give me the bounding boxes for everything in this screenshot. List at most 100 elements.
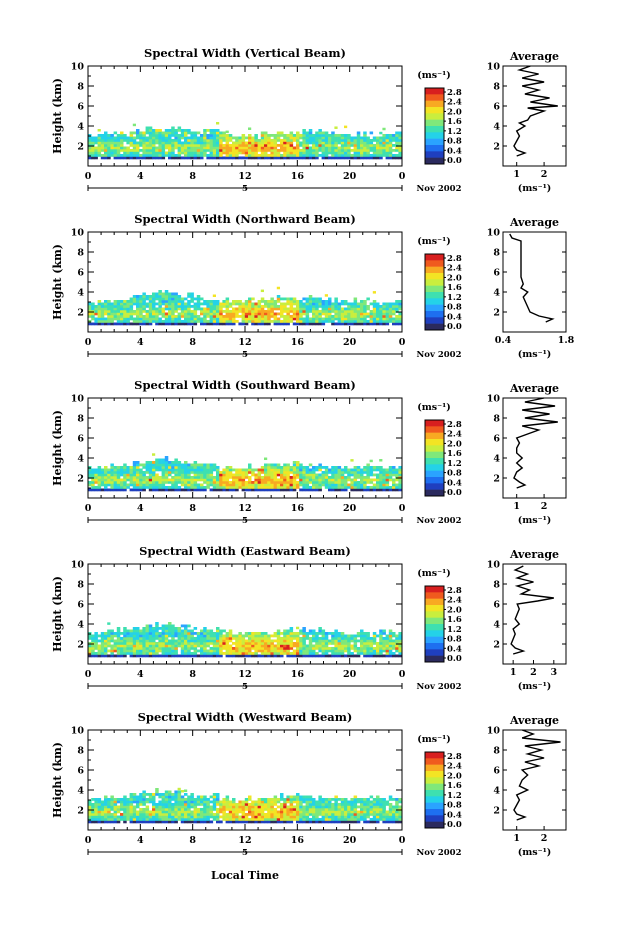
heatmap-cell <box>148 795 153 799</box>
heatmap-cell <box>177 488 182 492</box>
heatmap-cell <box>132 151 137 155</box>
heatmap-cell <box>296 473 300 477</box>
heatmap-cell <box>382 322 386 326</box>
heatmap-cell <box>289 297 294 301</box>
heatmap-cell <box>206 149 210 152</box>
heatmap-cell <box>142 151 146 155</box>
heatmap-cell <box>113 144 118 147</box>
heatmap-cell <box>222 151 226 155</box>
heatmap-cell <box>168 639 172 643</box>
heatmap-cell <box>260 483 265 487</box>
average-profile-line <box>510 565 554 655</box>
heatmap-cell <box>110 478 114 482</box>
heatmap-cell <box>113 647 118 650</box>
heatmap-cell <box>244 639 249 643</box>
heatmap-cell <box>299 466 303 469</box>
heatmap-cell <box>148 315 153 318</box>
heatmap-cell <box>94 800 98 804</box>
heatmap-cell <box>212 134 217 137</box>
heatmap-cell <box>385 634 390 638</box>
heatmap-cell <box>142 637 146 640</box>
heatmap-cell <box>232 813 236 816</box>
heatmap-cell <box>286 634 290 638</box>
heatmap-cell <box>155 622 159 625</box>
heatmap-cell <box>209 810 214 814</box>
heatmap-cell <box>379 320 383 323</box>
heatmap-cell <box>88 322 92 326</box>
heatmap-cell <box>248 813 252 816</box>
heatmap-cell <box>94 488 98 492</box>
heatmap-cell <box>148 473 153 477</box>
heatmap-cell <box>161 803 166 806</box>
heatmap-cell <box>360 300 364 303</box>
heatmap-cell <box>100 315 105 318</box>
heatmap-cell <box>212 129 217 132</box>
heatmap-cell <box>190 156 194 160</box>
heatmap-cell <box>158 461 162 464</box>
heatmap-cell <box>321 307 326 311</box>
heatmap-cell <box>286 471 290 474</box>
heatmap-cell <box>308 141 313 145</box>
heatmap-cell <box>254 488 258 492</box>
colorbar-tick-label: 0.4 <box>447 478 462 488</box>
heatmap-cell <box>168 798 172 801</box>
heatmap-cell <box>88 156 92 160</box>
heatmap-cell <box>116 312 121 316</box>
heatmap-cell <box>104 131 108 135</box>
heatmap-cell <box>104 473 108 477</box>
heatmap-cell <box>276 139 281 142</box>
heatmap-cell <box>273 634 278 638</box>
heatmap-cell <box>129 813 134 816</box>
heatmap-cell <box>344 141 348 145</box>
heatmap-cell <box>289 471 294 474</box>
heatmap-cell <box>97 154 102 157</box>
heatmap-cell <box>177 139 182 142</box>
heatmap-cell <box>273 649 278 653</box>
heatmap-cell <box>196 798 201 801</box>
heatmap-cell <box>139 473 143 477</box>
heatmap-cell <box>264 483 268 487</box>
heatmap-cell <box>203 820 207 824</box>
heatmap-cell <box>113 310 118 313</box>
heatmap-cell <box>155 139 159 142</box>
heatmap-cell <box>385 136 390 140</box>
heatmap-cell <box>139 810 143 814</box>
heatmap-cell <box>312 632 316 635</box>
heatmap-cell <box>158 808 162 811</box>
heatmap-cell <box>187 315 191 318</box>
heatmap-cell <box>228 649 233 653</box>
heatmap-cell <box>126 149 130 152</box>
heatmap-cell <box>264 647 268 650</box>
heatmap-cell <box>280 312 284 316</box>
heatmap-cell <box>334 307 338 311</box>
heatmap-cell <box>324 654 329 658</box>
heatmap-cell <box>184 129 188 132</box>
heatmap-cell <box>184 139 188 142</box>
heatmap-cell <box>168 478 172 482</box>
heatmap-cell <box>324 154 329 157</box>
heatmap-cell <box>372 315 377 318</box>
heatmap-cell <box>324 131 329 135</box>
heatmap-cell <box>241 134 246 137</box>
heatmap-cell <box>251 632 255 635</box>
heatmap-cell <box>203 154 207 157</box>
heatmap-cell <box>228 654 233 658</box>
heatmap-cell <box>148 312 153 316</box>
heatmap-cell <box>145 654 150 658</box>
heatmap-cell <box>152 310 156 313</box>
heatmap-cell <box>200 310 204 313</box>
heatmap-cell <box>174 647 178 650</box>
heatmap-cell <box>299 481 303 484</box>
heatmap-cell <box>190 134 194 137</box>
heatmap-cell <box>264 644 268 648</box>
heatmap-cell <box>174 800 178 804</box>
heatmap-cell <box>264 317 268 321</box>
heatmap-cell <box>219 632 223 635</box>
heatmap-cell <box>97 803 102 806</box>
heatmap-cell <box>158 654 162 658</box>
heatmap-cell <box>184 637 188 640</box>
heatmap-cell <box>113 312 118 316</box>
heatmap-cell <box>139 793 143 796</box>
heatmap-cell <box>379 151 383 155</box>
heatmap-cell <box>286 483 290 487</box>
